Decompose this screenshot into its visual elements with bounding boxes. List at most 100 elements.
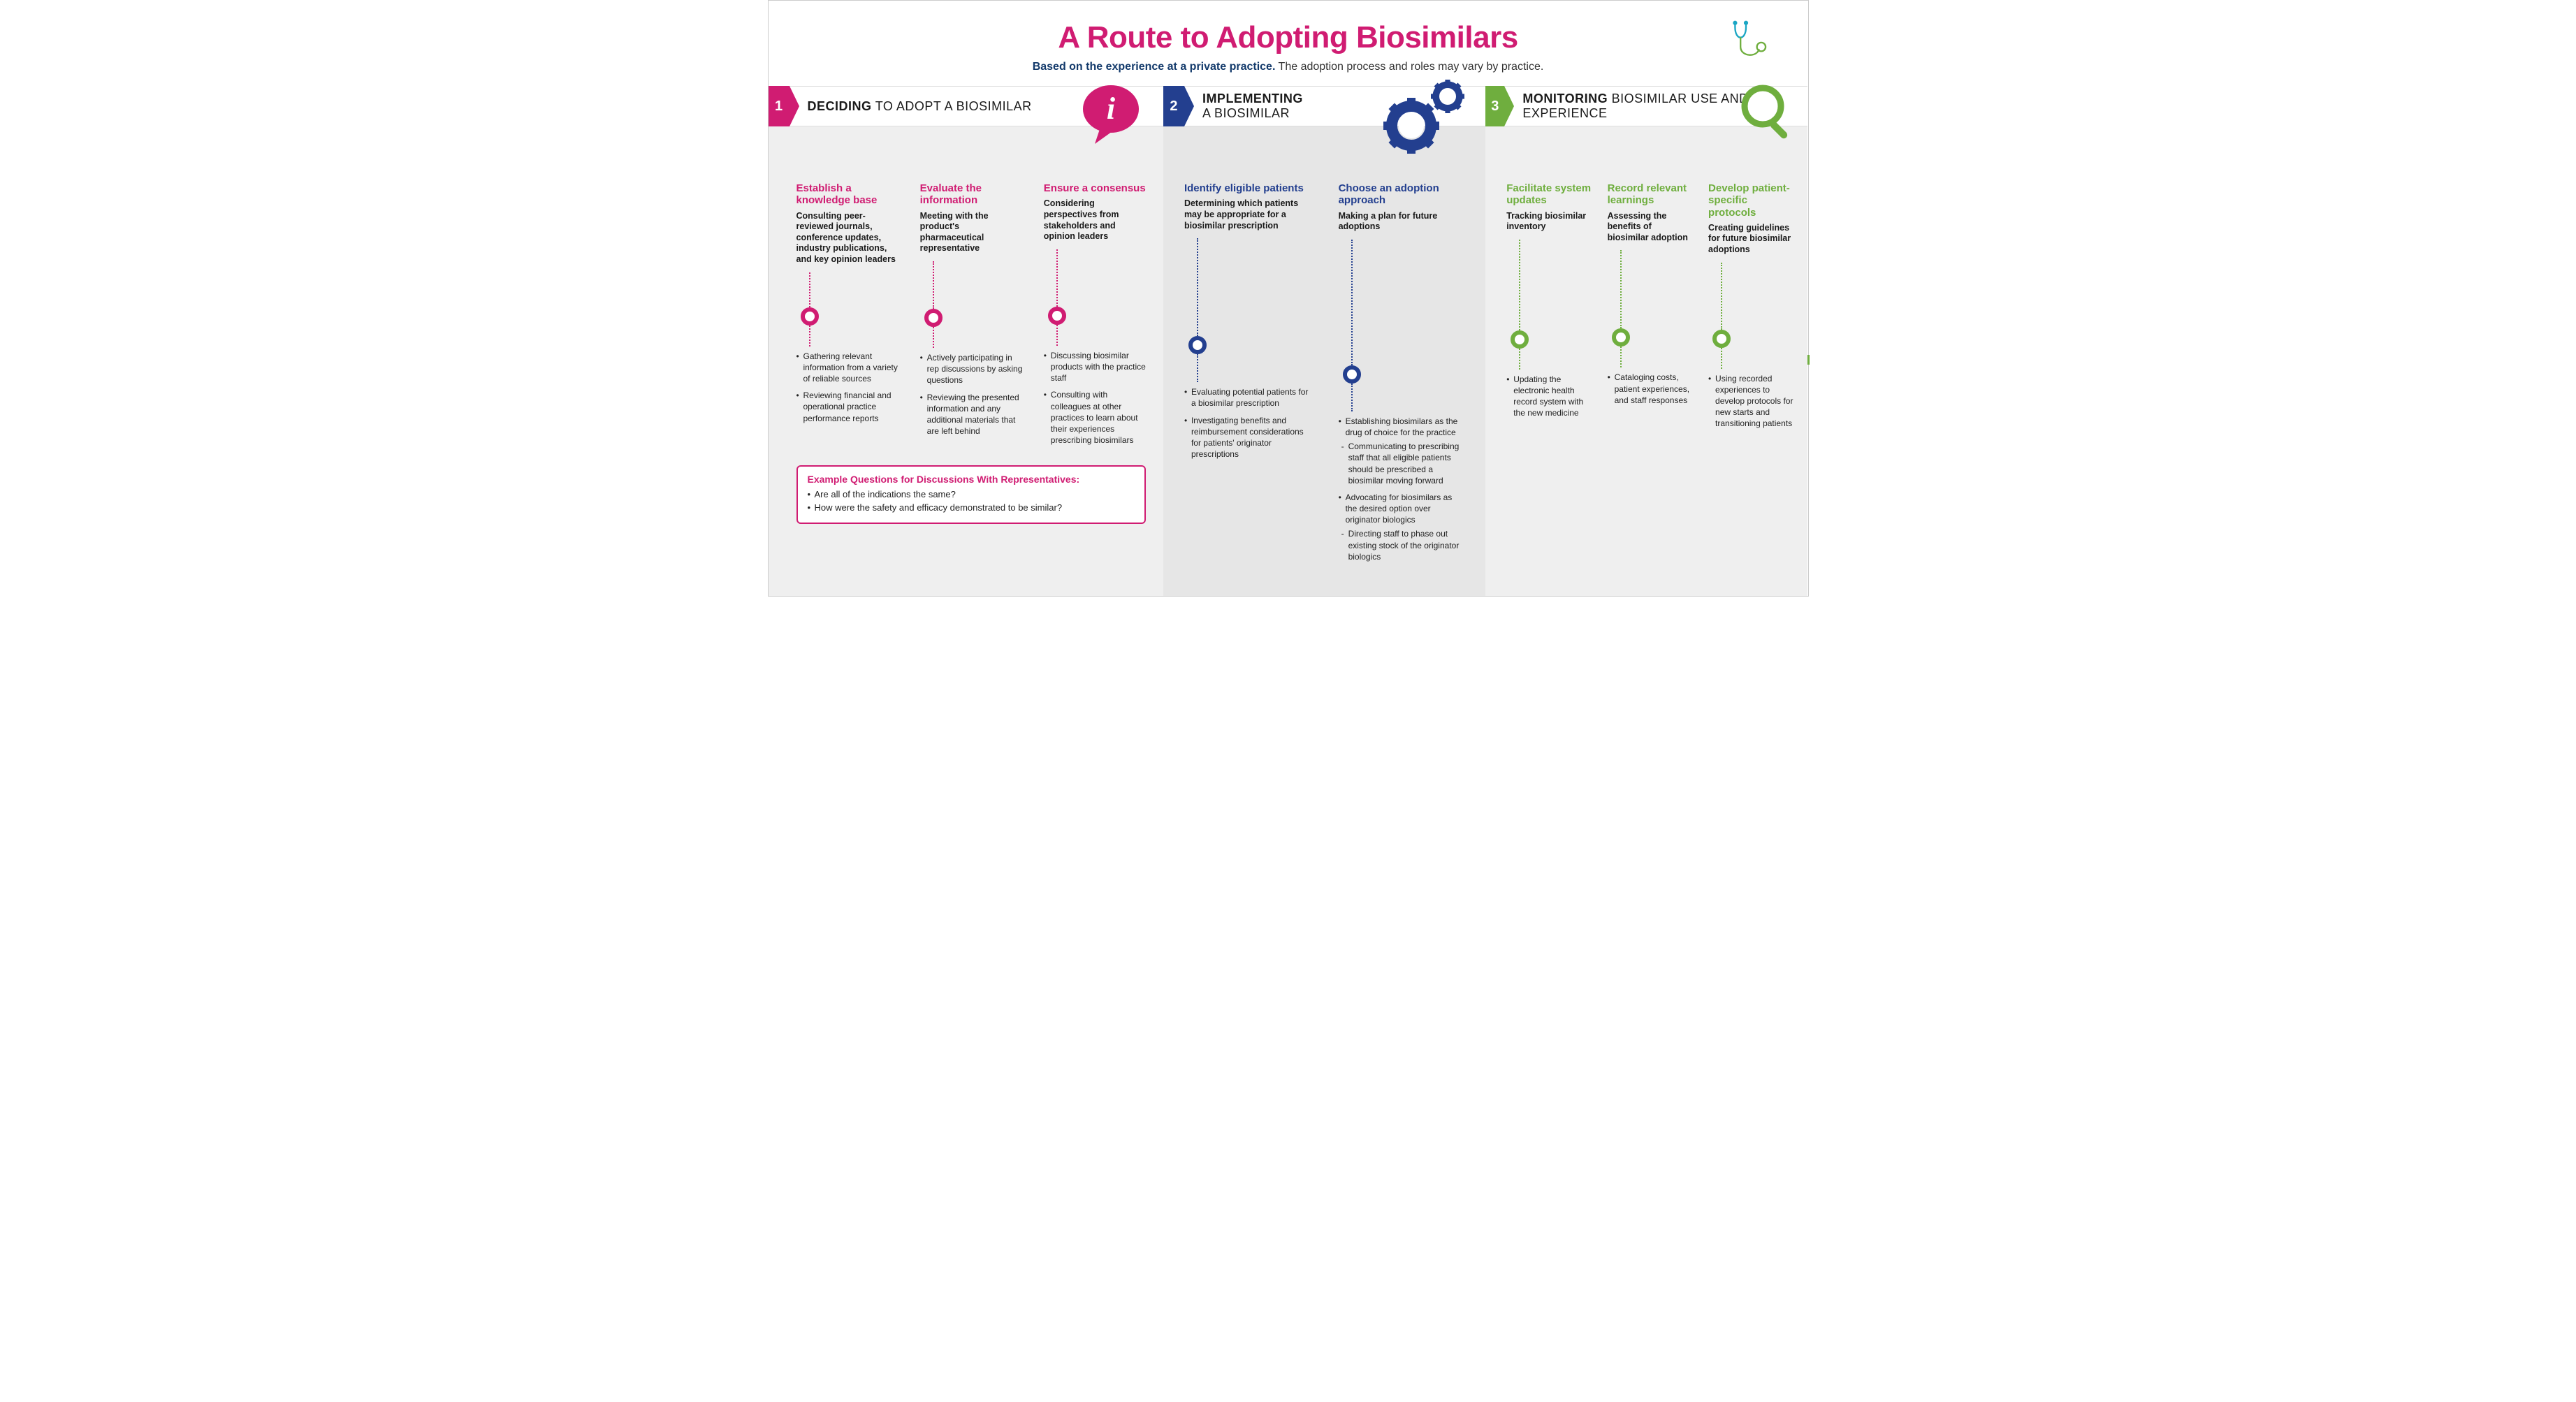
qbox-item: Are all of the indications the same? xyxy=(808,489,1135,499)
subtitle-bold: Based on the experience at a private pra… xyxy=(1033,61,1276,73)
col-facilitate: Facilitate system updates Tracking biosi… xyxy=(1506,182,1592,435)
qbox-item: How were the safety and efficacy demonst… xyxy=(808,502,1135,513)
bullet-sub: Communicating to prescribing staff that … xyxy=(1339,441,1465,486)
dotline xyxy=(933,327,934,348)
dotline xyxy=(1351,384,1353,411)
col-consensus: Ensure a consensus Considering perspecti… xyxy=(1044,182,1149,451)
header: A Route to Adopting Biosimilars Based on… xyxy=(769,1,1808,86)
col-heading: Develop patient-specific protocols xyxy=(1708,182,1793,219)
svg-text:i: i xyxy=(1107,92,1116,126)
col-evaluate: Evaluate the information Meeting with th… xyxy=(920,182,1026,451)
dotline xyxy=(1721,348,1722,369)
dotline xyxy=(1519,240,1520,330)
section-label-light-2: A BIOSIMILAR xyxy=(1202,106,1290,120)
dotline xyxy=(1351,240,1353,365)
dotline xyxy=(1056,249,1058,307)
col-desc: Tracking biosimilar inventory xyxy=(1506,211,1592,233)
col-desc: Consulting peer-reviewed journals, confe… xyxy=(796,211,902,265)
section-number-1: 1 xyxy=(769,86,789,126)
flow-node xyxy=(801,307,819,326)
section-label-strong-1: DECIDING xyxy=(808,99,872,113)
bullet-sub: Directing staff to phase out existing st… xyxy=(1339,528,1465,562)
dotline xyxy=(1721,263,1722,330)
flow-node xyxy=(1048,307,1066,325)
bullet: Advocating for biosimilars as the desire… xyxy=(1339,492,1465,526)
col-establish: Establish a knowledge base Consulting pe… xyxy=(796,182,902,451)
page-title: A Route to Adopting Biosimilars xyxy=(796,20,1780,55)
bullet: Actively participating in rep discussion… xyxy=(920,352,1026,386)
section-number-3: 3 xyxy=(1485,86,1504,126)
col-heading: Identify eligible patients xyxy=(1184,182,1311,194)
col-desc: Making a plan for future adoptions xyxy=(1339,211,1465,233)
col-desc: Meeting with the product's pharmaceutica… xyxy=(920,211,1026,255)
bullets: Cataloging costs, patient experiences, a… xyxy=(1608,372,1693,406)
sections-row: 1 DECIDING TO ADOPT A BIOSIMILAR i Estab… xyxy=(769,86,1808,596)
bullets: Discussing biosimilar products with the … xyxy=(1044,350,1149,446)
bullets: Updating the electronic health record sy… xyxy=(1506,374,1592,419)
qbox-title: Example Questions for Discussions With R… xyxy=(808,474,1135,485)
col-heading: Ensure a consensus xyxy=(1044,182,1149,194)
dotline xyxy=(1197,238,1198,336)
section-number-2: 2 xyxy=(1163,86,1184,126)
section-label-2: IMPLEMENTING A BIOSIMILAR xyxy=(1184,92,1303,120)
bullets: Actively participating in rep discussion… xyxy=(920,352,1026,437)
section-label-light-1: TO ADOPT A BIOSIMILAR xyxy=(875,99,1032,113)
dotline xyxy=(933,261,934,309)
col-heading: Choose an adoption approach xyxy=(1339,182,1465,207)
section-tab-2: 2 IMPLEMENTING A BIOSIMILAR xyxy=(1163,86,1485,126)
columns-3: Facilitate system updates Tracking biosi… xyxy=(1485,126,1807,435)
col-heading: Facilitate system updates xyxy=(1506,182,1592,207)
bullets: Evaluating potential patients for a bios… xyxy=(1184,386,1311,460)
col-choose: Choose an adoption approach Making a pla… xyxy=(1339,182,1465,568)
qbox-list: Are all of the indications the same? How… xyxy=(808,489,1135,513)
section-monitoring: 3 MONITORING BIOSIMILAR USE AND EXPERIEN… xyxy=(1485,86,1807,596)
example-questions-box: Example Questions for Discussions With R… xyxy=(796,465,1146,524)
dotline xyxy=(1056,325,1058,346)
bullet: Reviewing financial and operational prac… xyxy=(796,390,902,424)
bullet: Reviewing the presented information and … xyxy=(920,392,1026,437)
flow-node xyxy=(1511,330,1529,349)
section-label-strong-3: MONITORING xyxy=(1522,92,1608,105)
flow-node xyxy=(1343,365,1361,384)
section-deciding: 1 DECIDING TO ADOPT A BIOSIMILAR i Estab… xyxy=(769,86,1163,596)
bullet: Cataloging costs, patient experiences, a… xyxy=(1608,372,1693,406)
section-implementing: 2 IMPLEMENTING A BIOSIMILAR xyxy=(1163,86,1485,596)
dotline xyxy=(1519,349,1520,370)
bullet: Establishing biosimilars as the drug of … xyxy=(1339,416,1465,438)
bullet: Investigating benefits and reimbursement… xyxy=(1184,415,1311,460)
gears-icon xyxy=(1381,75,1471,166)
col-desc: Creating guidelines for future biosimila… xyxy=(1708,223,1793,256)
subtitle-rest: The adoption process and roles may vary … xyxy=(1275,61,1543,73)
col-desc: Considering perspectives from stakeholde… xyxy=(1044,198,1149,242)
section-tab-3: 3 MONITORING BIOSIMILAR USE AND EXPERIEN… xyxy=(1485,86,1807,126)
subtitle: Based on the experience at a private pra… xyxy=(796,61,1780,73)
col-record: Record relevant learnings Assessing the … xyxy=(1608,182,1693,435)
dotline xyxy=(1620,250,1622,328)
bullets: Using recorded experiences to develop pr… xyxy=(1708,373,1793,430)
bullet: Discussing biosimilar products with the … xyxy=(1044,350,1149,384)
flow-node xyxy=(924,309,943,327)
dotline xyxy=(809,326,810,346)
flow-node xyxy=(1712,330,1731,348)
bullet: Consulting with colleagues at other prac… xyxy=(1044,389,1149,446)
section-label-strong-2: IMPLEMENTING xyxy=(1202,92,1303,105)
bullets: Establishing biosimilars as the drug of … xyxy=(1339,416,1465,562)
stethoscope-icon xyxy=(1719,17,1773,72)
columns-2: Identify eligible patients Determining w… xyxy=(1163,126,1485,568)
col-heading: Establish a knowledge base xyxy=(796,182,902,207)
col-heading: Evaluate the information xyxy=(920,182,1026,207)
bullet: Gathering relevant information from a va… xyxy=(796,351,902,385)
info-speech-icon: i xyxy=(1079,82,1142,152)
dotline xyxy=(809,272,810,307)
col-desc: Assessing the benefits of biosimilar ado… xyxy=(1608,211,1693,244)
magnifier-icon xyxy=(1735,81,1798,151)
col-desc: Determining which patients may be approp… xyxy=(1184,198,1311,231)
bullet: Updating the electronic health record sy… xyxy=(1506,374,1592,419)
section-tab-1: 1 DECIDING TO ADOPT A BIOSIMILAR i xyxy=(769,86,1163,126)
section-label-1: DECIDING TO ADOPT A BIOSIMILAR xyxy=(789,99,1032,114)
bullet: Using recorded experiences to develop pr… xyxy=(1708,373,1793,430)
col-identify: Identify eligible patients Determining w… xyxy=(1184,182,1311,568)
col-develop: Develop patient-specific protocols Creat… xyxy=(1708,182,1793,435)
columns-1: Establish a knowledge base Consulting pe… xyxy=(769,126,1163,451)
bullets: Gathering relevant information from a va… xyxy=(796,351,902,424)
